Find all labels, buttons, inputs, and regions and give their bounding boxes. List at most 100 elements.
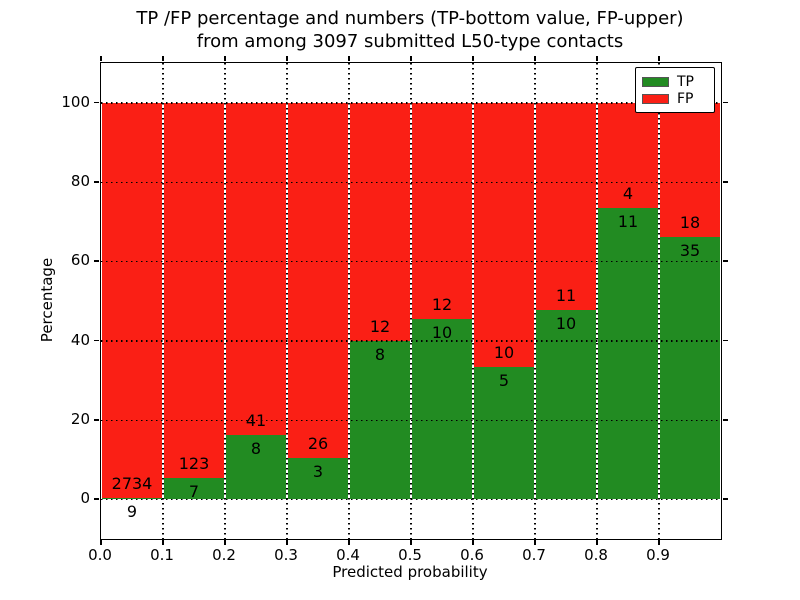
v-gridline (658, 63, 660, 539)
y-tick-mark-right (723, 498, 728, 500)
tp-count-label: 11 (617, 212, 639, 232)
fp-count-label: 10 (493, 343, 515, 363)
x-tick-mark (410, 540, 412, 545)
y-tick-label: 100 (61, 92, 90, 111)
tp-count-label: 8 (250, 438, 262, 458)
y-tick-label: 60 (70, 251, 90, 270)
grid-layer (101, 63, 721, 539)
bar-fp-segment (474, 102, 534, 368)
y-tick-mark (94, 260, 99, 262)
bar-tp-segment (474, 367, 534, 500)
y-tick-label: 0 (80, 489, 90, 508)
x-tick-mark-top (658, 56, 660, 61)
y-tick-mark-right (723, 419, 728, 421)
bar-fp-segment (660, 102, 720, 238)
bar-tp-segment (226, 434, 286, 500)
tp-count-label: 3 (312, 462, 324, 482)
y-tick-mark (94, 498, 99, 500)
tp-count-label: 9 (126, 502, 138, 522)
x-tick-label: 0.5 (398, 546, 422, 564)
tp-count-label: 8 (374, 344, 386, 364)
tp-count-label: 10 (431, 323, 453, 343)
bar-tp-segment (102, 498, 162, 500)
v-gridline (162, 63, 164, 539)
tp-legend-label: TP (677, 73, 694, 90)
v-gridline (534, 63, 536, 539)
tp-count-label: 5 (498, 371, 510, 391)
fp-count-label: 4 (622, 184, 634, 204)
bar-tp-segment (164, 477, 224, 500)
x-tick-label: 0.8 (584, 546, 608, 564)
bar-fp-segment (164, 102, 224, 478)
y-tick-mark (94, 181, 99, 183)
fp-count-label: 12 (369, 316, 391, 336)
fp-count-label: 26 (307, 434, 329, 454)
v-gridline (410, 63, 412, 539)
x-tick-mark-top (472, 56, 474, 61)
v-gridline (348, 63, 350, 539)
fp-count-label: 2734 (111, 474, 153, 494)
y-tick-mark-right (723, 339, 728, 342)
y-tick-label: 20 (70, 410, 90, 428)
x-tick-mark (658, 540, 660, 545)
x-tick-mark (100, 540, 102, 545)
x-tick-label: 0.6 (460, 546, 484, 564)
bar-fp-segment (536, 102, 596, 311)
x-tick-mark (162, 540, 164, 545)
fp-count-label: 123 (178, 453, 210, 473)
v-gridline (224, 63, 226, 539)
annotations-layer: 2734 9 123 7 41 8 26 3 12 8 12 10 10 5 11 10 4 11 18 35 (101, 63, 721, 539)
x-tick-mark-top (410, 56, 412, 61)
y-tick-mark (94, 101, 99, 104)
bar-tp-segment (412, 319, 472, 500)
x-tick-mark (534, 540, 536, 545)
y-tick-mark-right (723, 260, 728, 262)
v-gridline (472, 63, 474, 539)
fp-count-label: 11 (555, 286, 577, 306)
plot-area: 2734 9 123 7 41 8 26 3 12 8 12 10 10 5 11 10 4 11 18 35 TP … (100, 62, 722, 540)
y-tick-label: 40 (70, 330, 90, 349)
y-axis-label: Percentage (38, 257, 56, 343)
bar-tp-segment (598, 208, 658, 500)
bar-tp-segment (288, 458, 348, 500)
y-tick-mark-right (723, 181, 728, 183)
bar-tp-segment (660, 237, 720, 500)
x-tick-label: 0.1 (150, 546, 174, 564)
y-tick-mark (94, 419, 99, 421)
y-tick-label: 80 (70, 172, 90, 190)
x-tick-mark (596, 540, 598, 545)
chart-title-line2: from among 3097 submitted L50-type conta… (196, 30, 624, 52)
fp-count-label: 41 (245, 410, 267, 430)
bar-fp-segment (288, 102, 348, 459)
x-tick-label: 0.2 (212, 546, 236, 564)
x-tick-mark-top (100, 56, 102, 61)
x-tick-label: 0.3 (274, 546, 298, 564)
x-tick-label: 0.4 (336, 546, 360, 564)
legend-row-tp: TP (642, 73, 708, 90)
x-tick-mark (472, 540, 474, 545)
bar-fp-segment (412, 102, 472, 320)
x-tick-mark (286, 540, 288, 545)
x-tick-mark (224, 540, 226, 545)
legend-row-fp: FP (642, 90, 708, 107)
x-tick-mark-top (286, 56, 288, 61)
x-tick-mark-top (596, 56, 598, 61)
fp-legend-label: FP (677, 90, 694, 107)
x-tick-mark-top (224, 56, 226, 61)
bar-fp-segment (226, 102, 286, 435)
y-tick-mark-right (723, 101, 728, 104)
tp-count-label: 7 (188, 481, 200, 501)
y-tick-mark (94, 339, 99, 342)
fp-count-label: 12 (431, 295, 453, 315)
x-axis-label: Predicted probability (332, 563, 488, 581)
tp-count-label: 35 (679, 241, 701, 261)
x-tick-label: 0.9 (646, 546, 670, 564)
bar-tp-segment (536, 310, 596, 500)
x-tick-label: 0.7 (522, 546, 546, 564)
x-tick-label: 0.0 (88, 546, 112, 564)
chart-title: TP /FP percentage and numbers (TP-bottom… (100, 8, 720, 53)
tp-count-label: 10 (555, 314, 577, 334)
legend: TP FP (635, 67, 715, 113)
x-tick-mark-top (534, 56, 536, 61)
